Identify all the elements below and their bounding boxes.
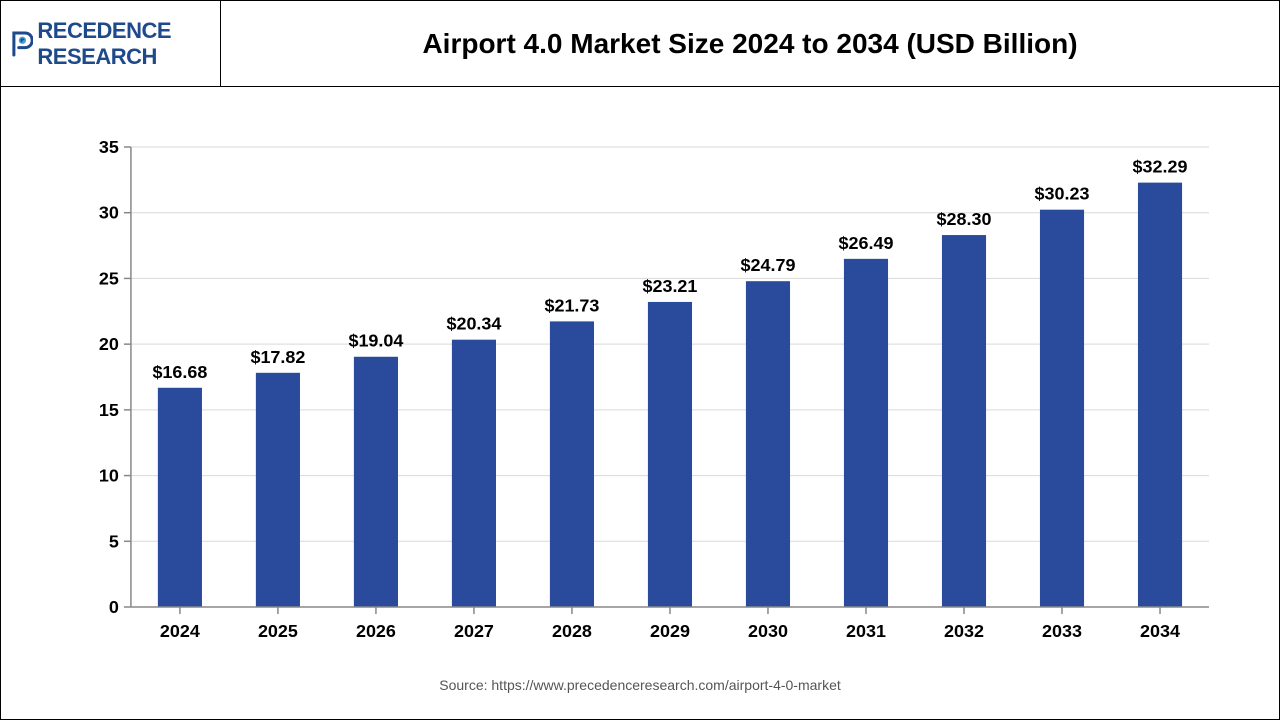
precedence-p-icon <box>9 26 33 62</box>
bar <box>648 302 692 607</box>
x-tick-label: 2034 <box>1140 621 1180 641</box>
bar-value-label: $23.21 <box>643 276 698 296</box>
chart-plot-area: 05101520253035$16.682024$17.822025$19.04… <box>1 87 1279 677</box>
x-tick-label: 2033 <box>1042 621 1082 641</box>
y-tick-label: 5 <box>109 531 119 551</box>
bar-value-label: $28.30 <box>937 209 992 229</box>
x-tick-label: 2027 <box>454 621 494 641</box>
bar-chart: 05101520253035$16.682024$17.822025$19.04… <box>81 117 1219 667</box>
bar <box>746 281 790 607</box>
bar-value-label: $24.79 <box>741 255 796 275</box>
bar <box>158 388 202 607</box>
bar-value-label: $26.49 <box>839 233 894 253</box>
x-tick-label: 2029 <box>650 621 690 641</box>
brand-text: RECEDENCE RESEARCH <box>37 18 212 70</box>
source-citation: Source: https://www.precedenceresearch.c… <box>1 677 1279 703</box>
y-tick-label: 30 <box>99 203 119 223</box>
x-tick-label: 2026 <box>356 621 396 641</box>
logo-container: RECEDENCE RESEARCH <box>1 1 221 86</box>
bar <box>550 321 594 607</box>
x-tick-label: 2025 <box>258 621 298 641</box>
brand-subtitle: RESEARCH <box>37 44 156 69</box>
bar-value-label: $20.34 <box>446 314 501 334</box>
bar <box>1040 210 1084 607</box>
bar-value-label: $17.82 <box>250 347 305 367</box>
header: RECEDENCE RESEARCH Airport 4.0 Market Si… <box>1 1 1279 87</box>
y-tick-label: 15 <box>99 400 119 420</box>
bar <box>942 235 986 607</box>
brand-logo: RECEDENCE RESEARCH <box>9 18 212 70</box>
title-container: Airport 4.0 Market Size 2024 to 2034 (US… <box>221 28 1279 60</box>
y-tick-label: 10 <box>99 466 119 486</box>
bar <box>1138 183 1182 607</box>
bar <box>354 357 398 607</box>
x-tick-label: 2028 <box>552 621 592 641</box>
x-tick-label: 2030 <box>748 621 788 641</box>
y-tick-label: 25 <box>99 268 119 288</box>
y-tick-label: 35 <box>99 137 119 157</box>
bar-value-label: $30.23 <box>1035 184 1090 204</box>
brand-name: RECEDENCE <box>37 18 171 43</box>
x-tick-label: 2024 <box>160 621 200 641</box>
bar <box>844 259 888 607</box>
x-tick-label: 2032 <box>944 621 984 641</box>
bar-value-label: $21.73 <box>544 295 599 315</box>
y-tick-label: 0 <box>109 597 119 617</box>
bar-value-label: $19.04 <box>348 331 403 351</box>
chart-title: Airport 4.0 Market Size 2024 to 2034 (US… <box>221 28 1279 60</box>
x-tick-label: 2031 <box>846 621 886 641</box>
bar-value-label: $32.29 <box>1133 157 1188 177</box>
y-tick-label: 20 <box>99 334 119 354</box>
bar <box>256 373 300 607</box>
bar <box>452 340 496 607</box>
bar-value-label: $16.68 <box>152 362 207 382</box>
